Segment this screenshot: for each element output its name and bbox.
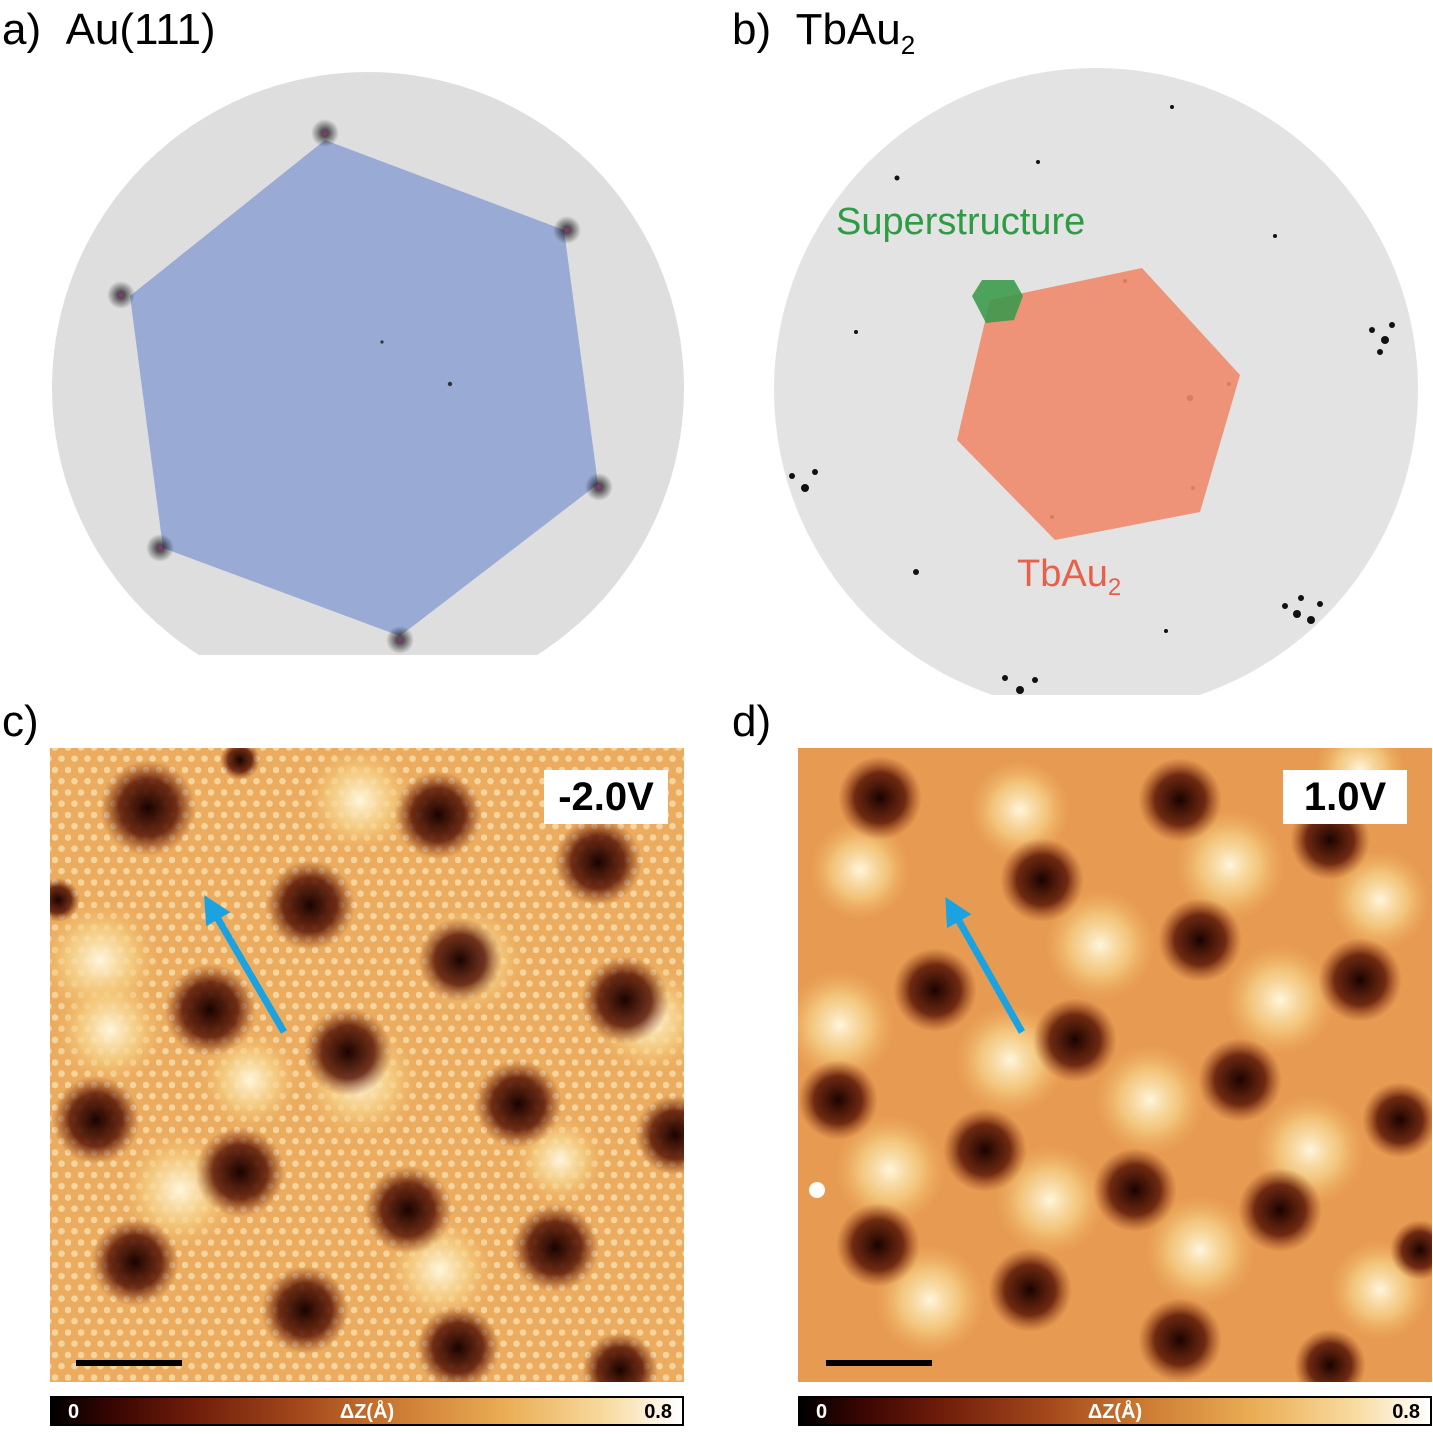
direction-arrow-d: [945, 896, 1026, 1034]
panel-b-letter: b): [732, 5, 772, 54]
stm-d-triangular-defects: [798, 756, 1432, 1382]
tbau2-label-text: TbAu: [1017, 553, 1108, 595]
au-hexagon: [130, 140, 598, 636]
superstructure-label: Superstructure: [836, 203, 1085, 241]
superstructure-hexagon: [972, 280, 1023, 323]
tbau2-hexagon: [957, 268, 1240, 540]
colorbar-c-max: 0.8: [644, 1401, 672, 1423]
stm-image-d: [798, 748, 1432, 1382]
panel-d-label: d): [732, 697, 772, 746]
panel-b-label: b) TbAu2: [732, 5, 916, 60]
colorbar-d-max: 0.8: [1392, 1401, 1420, 1423]
leed-tbau2: [774, 68, 1418, 695]
colorbar-c-label: ΔZ(Å): [339, 1401, 395, 1423]
direction-arrow-c: [204, 895, 288, 1034]
colorbar-d-min: 0: [816, 1401, 828, 1423]
scale-bar-c: [76, 1360, 182, 1366]
au-spots: [107, 119, 613, 654]
stm-image-c: [50, 748, 684, 1382]
panel-a-label: a) Au(111): [2, 8, 216, 52]
colorbar-d: 0 ΔZ(Å) 0.8: [798, 1396, 1432, 1426]
panel-a-letter: a): [2, 5, 42, 54]
panel-b-title-subscript: 2: [900, 30, 916, 60]
leed-au111: [52, 72, 684, 655]
tbau2-label: TbAu2: [1017, 555, 1121, 600]
superstructure-text: Superstructure: [836, 201, 1086, 243]
bias-label-d: 1.0V: [1283, 770, 1407, 824]
panel-a-title: Au(111): [65, 5, 216, 54]
stm-c-triangular-defects: [50, 748, 684, 1382]
colorbar-c-min: 0: [68, 1401, 80, 1423]
colorbar-d-label: ΔZ(Å): [1087, 1401, 1143, 1423]
scale-bar-d: [826, 1360, 932, 1366]
panel-b-title: TbAu: [795, 5, 901, 54]
tbau2-label-subscript: 2: [1107, 574, 1122, 601]
bias-label-c: -2.0V: [544, 770, 668, 824]
panel-c-label: c): [2, 697, 39, 746]
colorbar-c: 0 ΔZ(Å) 0.8: [50, 1396, 684, 1426]
